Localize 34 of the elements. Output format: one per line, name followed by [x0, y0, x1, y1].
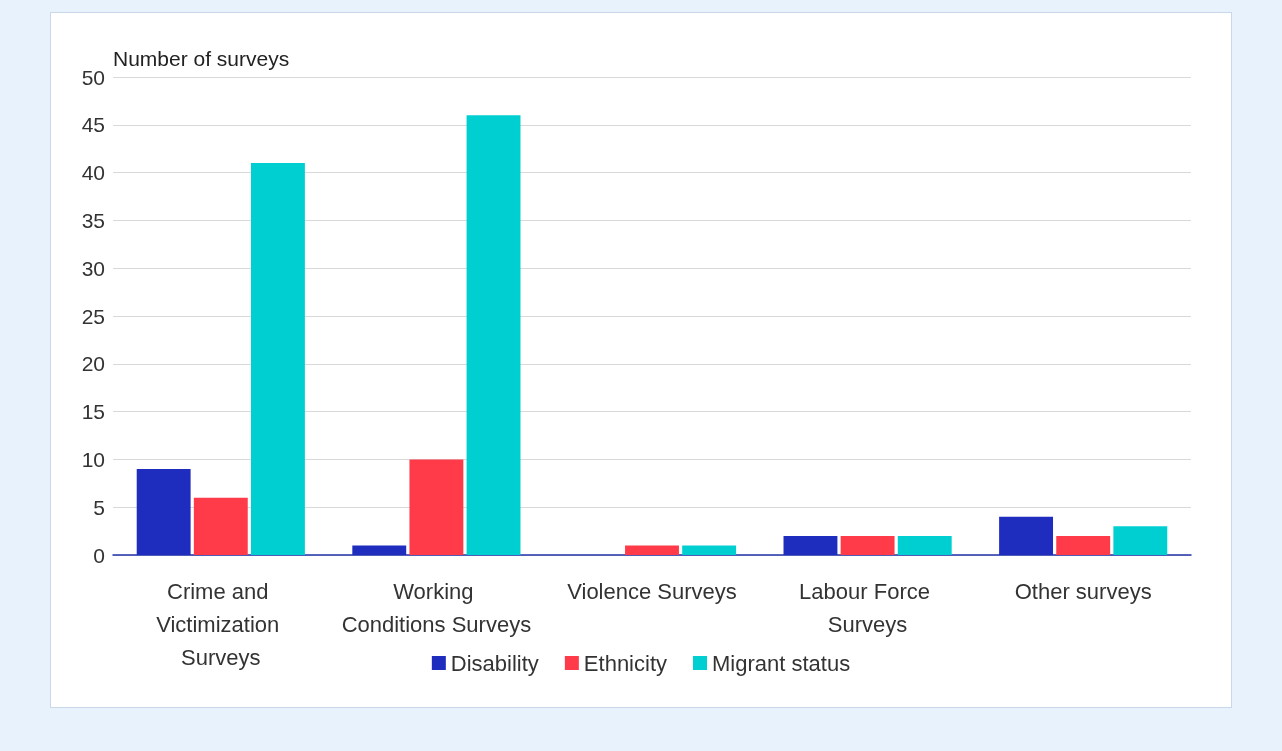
bar — [193, 497, 248, 555]
bar — [1113, 526, 1168, 555]
bar — [682, 545, 737, 555]
y-tick-label: 45 — [81, 113, 105, 137]
legend-label: Ethnicity — [583, 650, 668, 676]
bar — [250, 163, 305, 555]
bar — [136, 468, 191, 555]
x-tick-label: Crime and Victimization Surveys — [156, 579, 286, 670]
y-axis-title: Number of surveys — [113, 47, 290, 70]
bar — [999, 516, 1054, 555]
x-tick-label: Other surveys — [1014, 579, 1152, 604]
y-tick-label: 5 — [93, 495, 105, 519]
bar — [783, 535, 838, 555]
y-tick-label: 35 — [81, 208, 105, 232]
bar — [409, 459, 464, 555]
y-tick-label: 40 — [81, 161, 105, 185]
x-tick-label: Working Conditions Surveys — [341, 579, 532, 637]
bar — [1056, 535, 1111, 555]
bar — [840, 535, 895, 555]
bar — [466, 115, 521, 555]
y-tick-label: 25 — [81, 304, 105, 328]
legend-label: Migrant status — [712, 650, 851, 676]
x-tick-label: Labour Force Surveys — [799, 579, 937, 637]
legend-label: Disability — [450, 650, 539, 676]
y-tick-label: 0 — [93, 543, 105, 567]
y-tick-label: 50 — [81, 65, 105, 89]
bar — [897, 535, 952, 555]
y-tick-label: 15 — [81, 400, 105, 424]
y-tick-label: 20 — [81, 352, 105, 376]
y-tick-label: 10 — [81, 447, 105, 471]
bar — [625, 545, 679, 555]
y-tick-label: 30 — [81, 256, 105, 280]
x-tick-label: Violence Surveys — [567, 579, 737, 604]
bar — [352, 545, 407, 555]
